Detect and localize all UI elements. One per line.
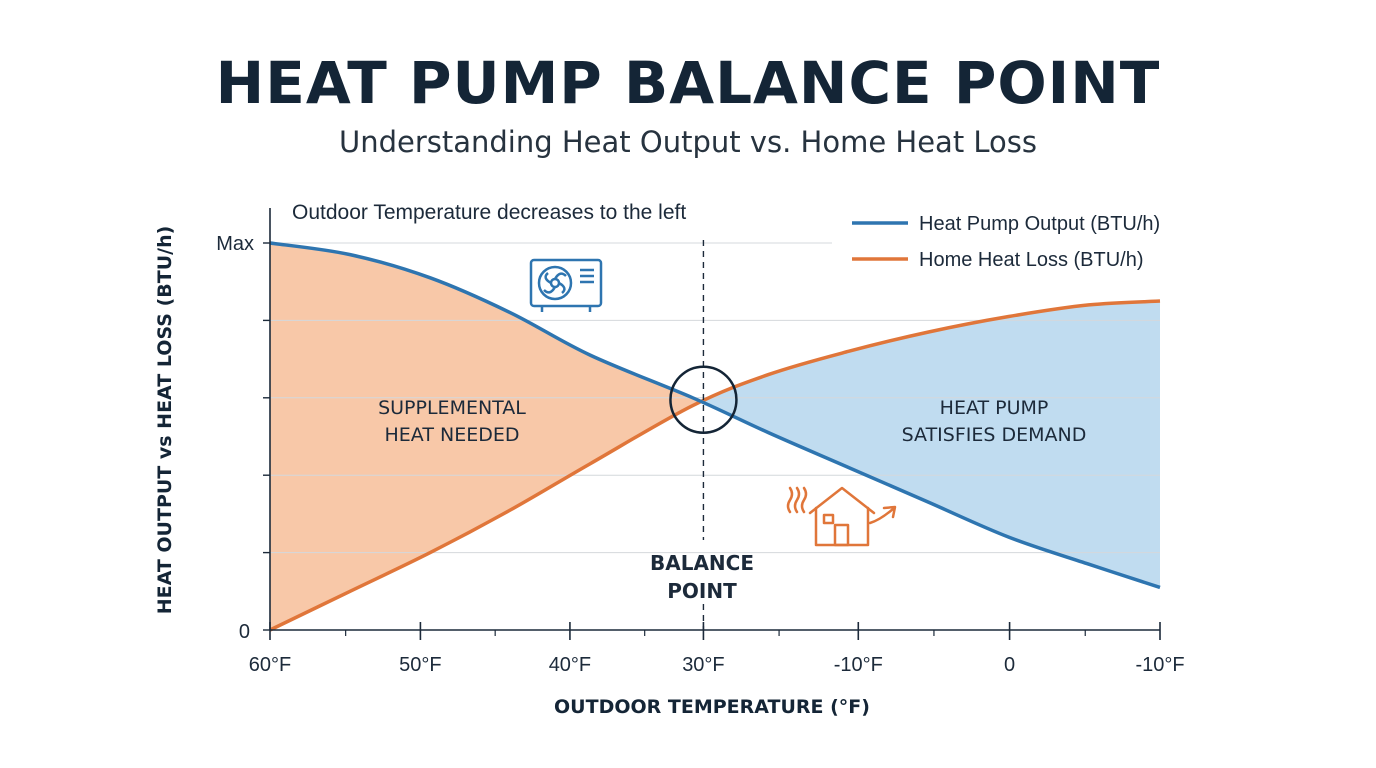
x-tick-label-4: -10°F [834,654,883,676]
legend: Heat Pump Output (BTU/h) Home Heat Loss … [852,213,1160,271]
y-axis-title: HEAT OUTPUT vs HEAT LOSS (BTU/h) [154,226,176,615]
chart-subtitle: Understanding Heat Output vs. Home Heat … [338,125,1038,159]
regions-layer [270,243,1160,630]
house-heat-loss-icon [786,486,897,547]
x-tick-label-1: 50°F [399,654,441,676]
x-tick-label-3: 30°F [682,654,724,676]
series-line-heat-loss [269,299,1161,632]
axes-layer: 60°F 50°F 40°F 30°F -10°F 0 -10°F Max 0 [216,208,1185,676]
x-tick-label-5: 0 [1004,654,1015,676]
region-label-supplemental-2: HEAT NEEDED [385,424,520,446]
x-tick-label-0: 60°F [249,654,291,676]
balance-point-label-2: POINT [667,579,737,603]
y-tick-label-zero: 0 [239,621,250,643]
grid-layer [270,242,1160,554]
series-line-heat-pump [269,241,1161,590]
heat-pump-unit-icon [529,258,603,312]
region-label-satisfies-1: HEAT PUMP [940,397,1049,419]
balance-point-marker [669,240,738,630]
y-tick-label-max: Max [216,233,254,255]
x-tick-label-6: -10°F [1135,654,1184,676]
x-axis-title: OUTDOOR TEMPERATURE (°F) [554,696,870,718]
balance-point-label-1: BALANCE [650,551,754,575]
balance-point-circle [669,365,738,434]
region-label-satisfies-2: SATISFIES DEMAND [902,424,1087,446]
series-layer [269,241,1161,632]
x-tick-label-2: 40°F [549,654,591,676]
annotation-top: Outdoor Temperature decreases to the lef… [292,201,686,224]
region-supplemental-heat [270,243,704,630]
legend-label-heat-pump: Heat Pump Output (BTU/h) [919,213,1160,235]
chart-title: HEAT PUMP BALANCE POINT [215,49,1161,117]
region-label-supplemental-1: SUPPLEMENTAL [378,397,526,419]
legend-label-heat-loss: Home Heat Loss (BTU/h) [919,249,1144,271]
region-heat-pump-satisfies [703,301,1160,588]
